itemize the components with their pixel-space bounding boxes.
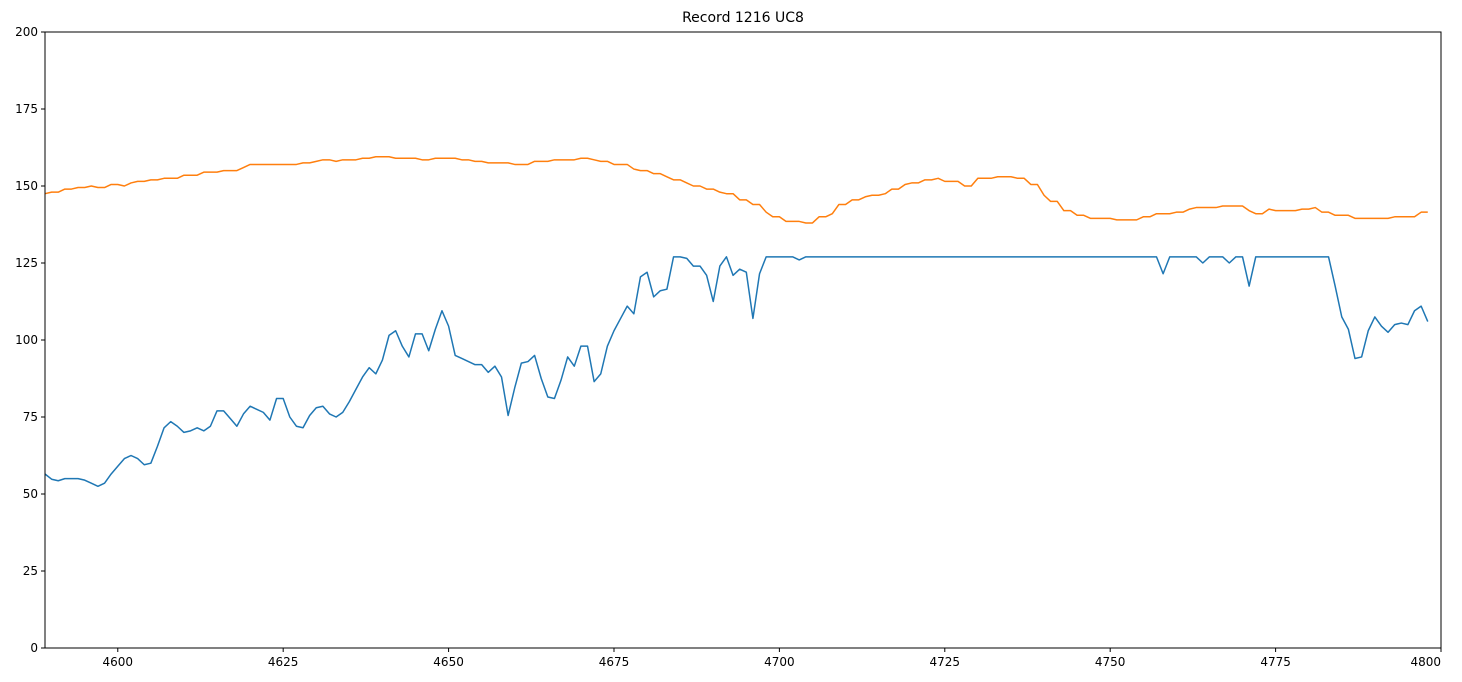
- x-tick-label: 4625: [268, 655, 299, 669]
- y-tick-label: 150: [15, 179, 38, 193]
- line-series: [44, 155, 1428, 224]
- y-tick-label: 125: [15, 256, 38, 270]
- y-tick-label: 50: [23, 487, 38, 501]
- x-tick-label: 4775: [1260, 655, 1291, 669]
- y-tick-label: 175: [15, 102, 38, 116]
- y-tick-label: 75: [23, 410, 38, 424]
- line-series: [44, 256, 1429, 488]
- x-tick-label: 4725: [930, 655, 961, 669]
- plot-frame: [44, 31, 1442, 649]
- x-tick-label: 4700: [764, 655, 795, 669]
- x-tick-label: 4675: [599, 655, 630, 669]
- chart-title: Record 1216 UC8: [682, 10, 804, 26]
- y-tick-label: 25: [23, 564, 38, 578]
- y-tick-label: 0: [30, 641, 38, 655]
- y-tick-label: 200: [15, 25, 38, 39]
- x-tick-label: 4800: [1410, 655, 1441, 669]
- x-tick-label: 4650: [433, 655, 464, 669]
- x-tick-label: 4600: [103, 655, 134, 669]
- x-tick-label: 4750: [1095, 655, 1126, 669]
- y-tick-label: 100: [15, 333, 38, 347]
